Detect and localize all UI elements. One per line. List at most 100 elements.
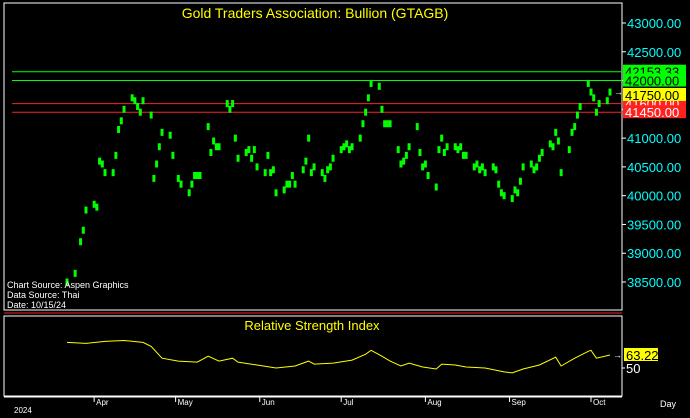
price-point	[168, 131, 172, 139]
price-point	[81, 226, 85, 234]
price-tick-label: 42500.00	[627, 45, 681, 60]
price-point	[157, 143, 161, 151]
price-point	[328, 163, 332, 171]
price-point	[250, 154, 254, 162]
price-point	[369, 79, 373, 87]
x-tick-label: Aug	[427, 398, 441, 407]
price-point	[122, 105, 126, 113]
price-point	[309, 169, 313, 177]
chart-source-text: Chart Source: Aspen Graphics	[7, 280, 129, 290]
price-point	[578, 102, 582, 110]
price-point	[366, 94, 370, 102]
price-point	[252, 146, 256, 154]
level-value-label: 42000.00	[623, 73, 686, 89]
level-value-label-text: 41450.00	[625, 105, 679, 120]
price-point	[475, 160, 479, 168]
price-point	[231, 100, 235, 108]
price-point	[464, 151, 468, 159]
price-point	[73, 269, 77, 277]
price-point	[247, 146, 251, 154]
price-point	[442, 149, 446, 156]
price-point	[274, 189, 278, 197]
price-point	[326, 166, 330, 174]
x-tick-label: May	[178, 398, 193, 407]
price-point	[537, 154, 541, 162]
price-point	[339, 146, 343, 154]
rsi-panel: Relative Strength Index 63.22 → 50	[3, 315, 659, 397]
price-point	[141, 97, 145, 105]
price-point	[456, 146, 460, 154]
price-point	[567, 146, 571, 154]
price-point	[266, 151, 270, 159]
price-point	[304, 157, 308, 165]
rsi-title: Relative Strength Index	[244, 318, 380, 333]
price-tick-label: 43000.00	[627, 16, 681, 31]
level-value-label-box	[623, 105, 686, 119]
price-point	[592, 94, 596, 102]
price-point	[497, 180, 501, 188]
price-point	[320, 169, 324, 177]
date-text: Date: 10/15/24	[7, 300, 66, 310]
price-point	[350, 143, 354, 151]
price-point	[540, 149, 544, 156]
price-point	[529, 160, 533, 168]
price-point	[535, 163, 539, 171]
x-tick-label: Apr	[96, 398, 109, 407]
price-point	[423, 160, 427, 168]
price-point	[358, 134, 362, 142]
price-point	[214, 143, 218, 151]
price-point	[176, 174, 180, 182]
price-point	[594, 108, 598, 116]
data-source-text: Data Source: Thai	[7, 290, 79, 300]
price-point	[111, 169, 115, 177]
price-point	[347, 146, 351, 154]
price-point	[586, 79, 590, 87]
price-point	[494, 166, 498, 174]
price-point	[396, 146, 400, 154]
price-point	[388, 120, 392, 128]
price-point	[95, 203, 99, 211]
price-point	[130, 94, 134, 102]
x-tick-label: Jun	[262, 398, 275, 407]
price-point	[138, 108, 142, 116]
rsi-axis: 63.22 → 50	[613, 348, 659, 376]
price-point	[556, 137, 560, 145]
x-tick-label: Oct	[593, 398, 606, 407]
price-points	[65, 79, 612, 286]
price-point	[364, 108, 368, 116]
x-axis: 2024 Day Apr May Jun Jul Aug Sep Oct	[4, 396, 677, 415]
price-point	[415, 123, 419, 131]
price-point	[516, 189, 520, 197]
price-point	[288, 180, 292, 188]
price-point	[217, 143, 221, 151]
price-point	[65, 278, 69, 286]
last-price-label-box	[623, 87, 686, 101]
price-point	[421, 163, 425, 171]
price-point	[301, 166, 305, 174]
rsi-last-value-label: 63.22	[626, 348, 659, 363]
price-point	[453, 143, 457, 151]
price-point	[103, 169, 107, 177]
price-point	[236, 154, 240, 162]
price-point	[255, 163, 259, 171]
price-point	[209, 149, 213, 156]
price-point	[608, 88, 612, 96]
x-tick-label: Jul	[343, 398, 353, 407]
price-point	[342, 143, 346, 151]
price-point	[383, 120, 387, 128]
price-point	[426, 172, 430, 180]
price-point	[269, 169, 273, 177]
price-tick-label: 39500.00	[627, 217, 681, 232]
price-point	[282, 186, 286, 194]
price-point	[361, 120, 365, 128]
price-point	[171, 151, 175, 159]
price-point	[198, 172, 202, 180]
price-point	[480, 163, 484, 171]
level-value-label-text: 42000.00	[625, 74, 679, 89]
price-point	[117, 125, 121, 133]
price-plot-frame	[3, 2, 623, 311]
price-point	[445, 143, 449, 151]
price-point	[285, 180, 289, 188]
price-point	[228, 105, 232, 113]
